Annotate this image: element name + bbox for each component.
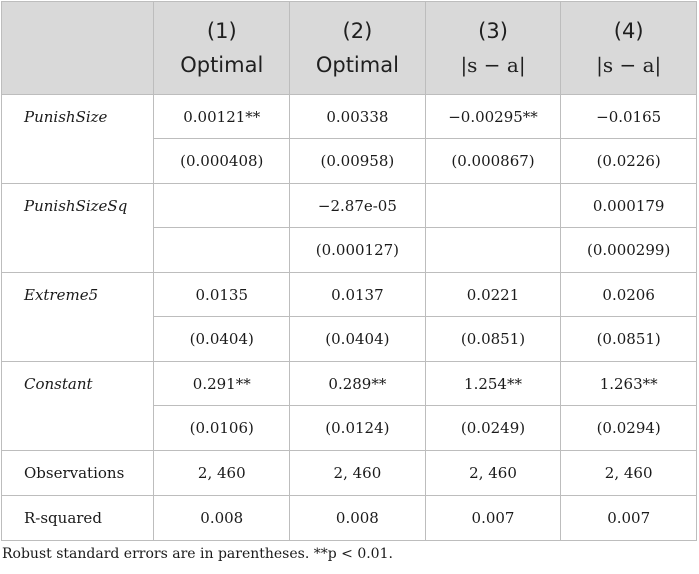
coefficient-cell: 0.0135 <box>153 272 291 317</box>
table-row: (0.000408) (0.00958) (0.000867) (0.0226) <box>2 139 697 184</box>
column-label: |s − a| <box>460 53 526 77</box>
column-label: Optimal <box>180 53 264 77</box>
std-error-cell: (0.00958) <box>289 139 426 184</box>
value-cell: 0.008 <box>289 495 426 541</box>
table-row: (0.0404) (0.0404) (0.0851) (0.0851) <box>2 317 697 362</box>
row-label: Extreme5 <box>0 272 155 362</box>
std-error-cell: (0.000408) <box>153 139 291 184</box>
column-header-1: (1) Optimal <box>153 1 291 95</box>
table-row: (0.0106) (0.0124) (0.0249) (0.0294) <box>2 406 697 451</box>
table-header: (1) Optimal (2) Optimal (3) |s − a| (4) |s −… <box>0 1 697 95</box>
coefficient-cell: 0.000179 <box>560 183 697 228</box>
std-error-cell: (0.0124) <box>289 406 426 451</box>
coefficient-cell: 1.263** <box>560 361 697 406</box>
column-number: (3) <box>478 19 508 43</box>
column-number: (4) <box>613 19 644 43</box>
value-cell: 0.007 <box>424 495 562 541</box>
table-row: R-squared 0.008 0.008 0.007 0.007 <box>0 495 697 541</box>
coefficient-cell <box>424 183 562 228</box>
column-header-3: (3) |s − a| <box>424 1 562 95</box>
table-footnote: Robust standard errors are in parenthese… <box>2 546 393 562</box>
coefficient-cell: 0.0137 <box>289 272 426 317</box>
column-label: Optimal <box>315 53 399 77</box>
std-error-cell <box>153 228 291 273</box>
table-row: PunishSize 0.00121** 0.00338 −0.00295** … <box>0 94 697 184</box>
coefficient-cell: 0.0206 <box>560 272 697 317</box>
column-number: (2) <box>342 19 373 43</box>
table-row: Observations 2, 460 2, 460 2, 460 2, 460 <box>0 450 697 496</box>
value-cell: 2, 460 <box>424 450 562 496</box>
std-error-cell: (0.0851) <box>560 317 697 362</box>
table-row: Constant 0.291** 0.289** 1.254** 1.263** <box>0 361 697 451</box>
table-row: (0.000127) (0.000299) <box>2 228 697 273</box>
std-error-cell: (0.0404) <box>289 317 426 362</box>
header-stub-cell <box>0 1 155 95</box>
table-body: PunishSize 0.00121** 0.00338 −0.00295** … <box>0 94 697 541</box>
coefficient-cell: 0.0221 <box>424 272 562 317</box>
coefficient-cell: −0.0165 <box>560 94 697 139</box>
std-error-cell: (0.0249) <box>424 406 562 451</box>
row-label: PunishSizeSq <box>0 183 155 273</box>
coefficient-cell <box>153 183 291 228</box>
row-label: Observations <box>0 450 155 496</box>
coefficient-cell: 0.00338 <box>289 94 426 139</box>
std-error-cell: (0.0404) <box>153 317 291 362</box>
column-header-4: (4) |s − a| <box>560 1 697 95</box>
coefficient-cell: −2.87e-05 <box>289 183 426 228</box>
coefficient-cell: 0.00121** <box>153 94 291 139</box>
value-cell: 0.008 <box>153 495 291 541</box>
value-cell: 2, 460 <box>560 450 697 496</box>
regression-table: (1) Optimal (2) Optimal (3) |s − a| (4) |s −… <box>0 1 697 541</box>
column-header-2: (2) Optimal <box>289 1 426 95</box>
coefficient-cell: 1.254** <box>424 361 562 406</box>
table-row: Extreme5 0.0135 0.0137 0.0221 0.0206 <box>0 272 697 362</box>
std-error-cell: (0.0294) <box>560 406 697 451</box>
value-cell: 2, 460 <box>289 450 426 496</box>
std-error-cell: (0.0106) <box>153 406 291 451</box>
row-label: Constant <box>0 361 155 451</box>
row-label: R-squared <box>0 495 155 541</box>
coefficient-cell: −0.00295** <box>424 94 562 139</box>
value-cell: 0.007 <box>560 495 697 541</box>
std-error-cell <box>424 228 562 273</box>
std-error-cell: (0.000299) <box>560 228 697 273</box>
value-cell: 2, 460 <box>153 450 291 496</box>
column-number: (1) <box>206 19 237 43</box>
std-error-cell: (0.000867) <box>424 139 562 184</box>
coefficient-cell: 0.289** <box>289 361 426 406</box>
coefficient-cell: 0.291** <box>153 361 291 406</box>
column-label: |s − a| <box>596 53 662 77</box>
row-label: PunishSize <box>0 94 155 184</box>
table-row: PunishSizeSq −2.87e-05 0.000179 <box>0 183 697 273</box>
std-error-cell: (0.000127) <box>289 228 426 273</box>
std-error-cell: (0.0851) <box>424 317 562 362</box>
std-error-cell: (0.0226) <box>560 139 697 184</box>
